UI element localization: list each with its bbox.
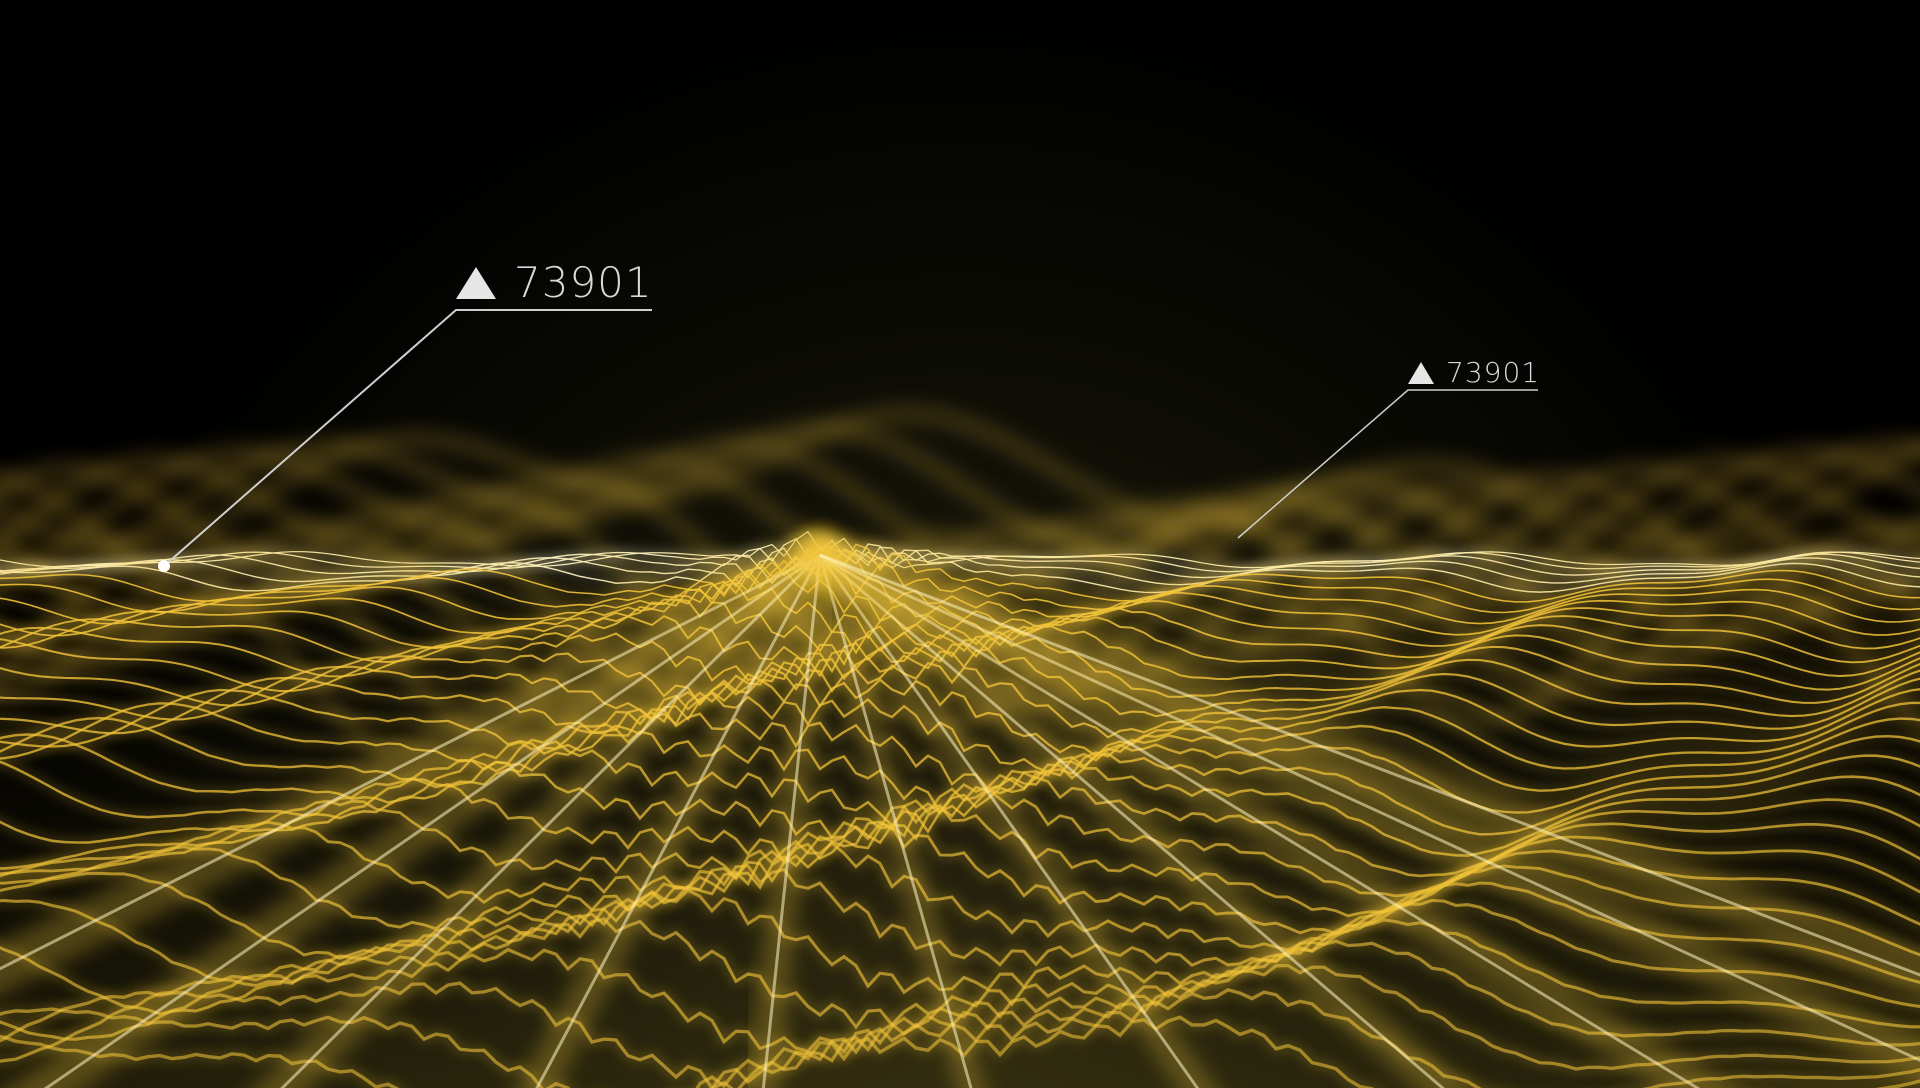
light-ray-core bbox=[761, 554, 822, 1088]
light-ray-core bbox=[818, 554, 973, 1088]
soft-wave bbox=[0, 470, 1920, 670]
soft-wave bbox=[0, 421, 1920, 575]
soft-wave bbox=[0, 436, 1920, 596]
light-ray-core bbox=[819, 553, 1445, 1088]
light-ray-core bbox=[818, 554, 1200, 1088]
light-ray-core bbox=[819, 553, 1920, 977]
soft-wave bbox=[0, 511, 1920, 773]
light-ray-core bbox=[43, 553, 821, 1088]
callout-leader-line-right bbox=[1237, 389, 1538, 539]
callout-anchor-dot-left bbox=[158, 560, 170, 572]
triangle-up-icon bbox=[1408, 362, 1434, 384]
wave-line bbox=[0, 708, 1920, 792]
data-callout-right: 73901 bbox=[1408, 356, 1540, 389]
callout-value: 73901 bbox=[1446, 356, 1541, 389]
triangle-up-icon bbox=[456, 267, 496, 299]
light-ray-core bbox=[280, 553, 822, 1088]
data-callout-left: 73901 bbox=[456, 258, 653, 307]
callout-leader-line-left bbox=[163, 309, 652, 567]
wave-line bbox=[0, 839, 1920, 960]
light-ray-core bbox=[535, 554, 822, 1088]
light-rays bbox=[0, 532, 1920, 1088]
soft-wave bbox=[0, 406, 1920, 554]
light-ray-core bbox=[0, 553, 821, 971]
callout-value: 73901 bbox=[514, 258, 653, 307]
